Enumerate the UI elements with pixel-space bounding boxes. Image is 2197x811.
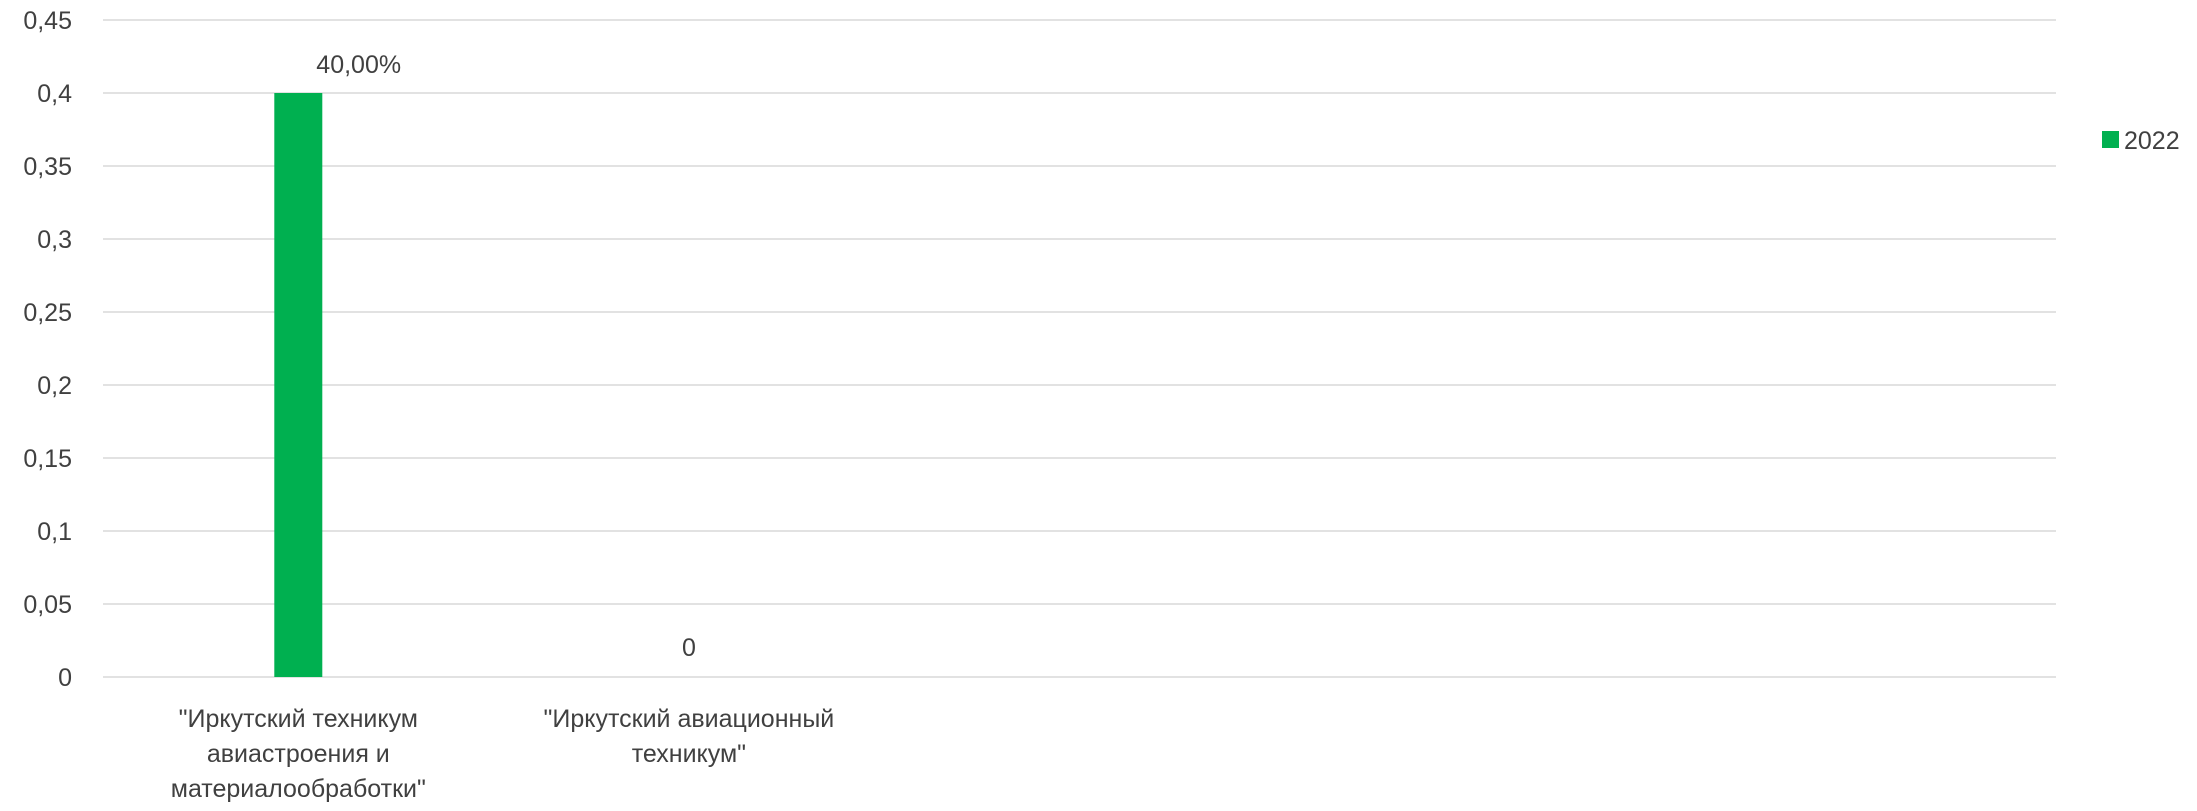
y-tick-label: 0 (58, 664, 72, 692)
y-tick-label: 0,35 (23, 153, 72, 181)
y-tick-label: 0,15 (23, 445, 72, 473)
category-label-line: авиастроения и (207, 740, 390, 768)
gridlines (103, 19, 2056, 678)
y-tick-label: 0,25 (23, 299, 72, 327)
bar (274, 93, 323, 677)
bars (274, 93, 323, 677)
data-label: 40,00% (316, 51, 401, 79)
category-label-line: материалообработки" (171, 775, 426, 803)
category-label-line: "Иркутский авиационный (544, 705, 835, 733)
y-tick-label: 0,45 (23, 7, 72, 35)
category-label: "Иркутский техникум авиастроения и материа… (171, 705, 426, 803)
category-label-line: "Иркутский техникум (179, 705, 418, 733)
category-label: "Иркутский авиационный техникум" (544, 705, 835, 768)
y-tick-label: 0,3 (37, 226, 72, 254)
y-tick-label: 0,4 (37, 80, 72, 108)
y-tick-label: 0,05 (23, 591, 72, 619)
y-tick-label: 0,2 (37, 372, 72, 400)
data-label: 0 (682, 634, 696, 662)
category-label-line: техникум" (632, 740, 746, 768)
x-axis-category-labels: "Иркутский техникум авиастроения и материа… (171, 705, 835, 803)
y-axis-tick-labels: 0 0,05 0,1 0,15 0,2 0,25 0,3 0,35 0,4 0,45 (23, 7, 72, 692)
y-tick-label: 0,1 (37, 518, 72, 546)
legend-swatch (2102, 131, 2119, 148)
data-labels: 40,00% 0 (316, 51, 696, 662)
legend-label: 2022 (2124, 127, 2180, 155)
legend: 2022 (2102, 127, 2180, 155)
